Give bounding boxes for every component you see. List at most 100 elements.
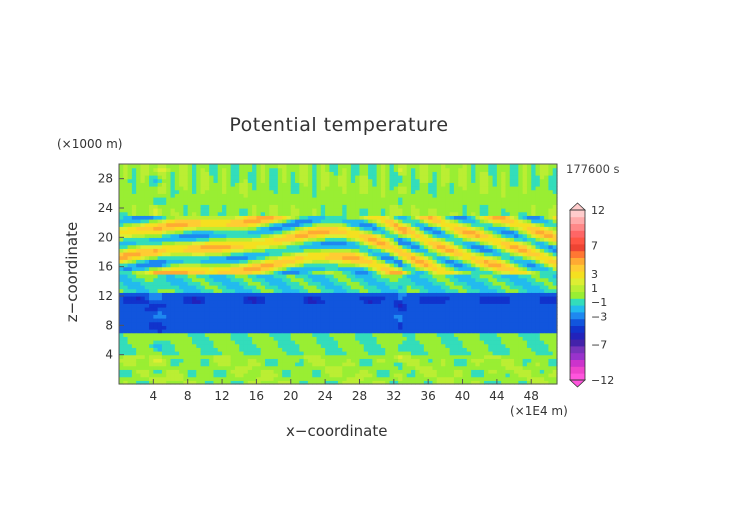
heatmap-cell (402, 233, 408, 238)
heatmap-cell (406, 369, 412, 374)
heatmap-cell (131, 354, 137, 359)
heatmap-cell (209, 285, 215, 290)
heatmap-cell (179, 167, 185, 172)
heatmap-cell (363, 204, 369, 209)
heatmap-cell (282, 318, 288, 323)
heatmap-cell (204, 277, 210, 282)
heatmap-cell (393, 197, 399, 202)
heatmap-cell (265, 175, 270, 180)
heatmap-cell (432, 219, 438, 224)
heatmap-cell (307, 299, 313, 304)
heatmap-cell (385, 215, 391, 220)
heatmap-cell (179, 362, 185, 367)
heatmap-cell (346, 303, 352, 308)
heatmap-cell (273, 376, 279, 381)
heatmap-cell (149, 200, 154, 205)
heatmap-cell (363, 266, 369, 271)
heatmap-cell (123, 336, 129, 341)
heatmap-cell (252, 171, 258, 176)
heatmap-cell (432, 189, 438, 194)
heatmap-cell (372, 318, 378, 323)
heatmap-cell (415, 211, 421, 216)
heatmap-cell (273, 182, 279, 187)
heatmap-cell (265, 208, 270, 213)
heatmap-cell (393, 314, 399, 319)
heatmap-cell (196, 259, 202, 264)
heatmap-cell (398, 189, 404, 194)
heatmap-cell (346, 259, 352, 264)
heatmap-cell (385, 376, 391, 381)
heatmap-cell (445, 380, 451, 385)
heatmap-cell (338, 204, 343, 209)
heatmap-cell (325, 219, 331, 224)
heatmap-cell (411, 167, 416, 172)
heatmap-cell (372, 164, 378, 169)
heatmap-cell (398, 244, 404, 249)
heatmap-cell (179, 197, 185, 202)
heatmap-cell (338, 189, 343, 194)
heatmap-cell (119, 259, 124, 264)
heatmap-cell (213, 354, 219, 359)
heatmap-cell (136, 336, 142, 341)
heatmap-cell (183, 171, 189, 176)
heatmap-cell (307, 274, 313, 279)
heatmap-cell (342, 255, 348, 260)
heatmap-cell (462, 358, 468, 363)
heatmap-cell (406, 310, 412, 315)
heatmap-cell (277, 329, 283, 334)
heatmap-cell (136, 215, 142, 220)
heatmap-cell (398, 296, 404, 301)
heatmap-cell (222, 365, 227, 370)
heatmap-cell (389, 321, 395, 326)
heatmap-cell (303, 204, 309, 209)
heatmap-cell (204, 230, 210, 235)
heatmap-cell (273, 281, 279, 286)
heatmap-cell (453, 292, 459, 297)
heatmap-cell (372, 167, 378, 172)
heatmap-cell (204, 318, 210, 323)
heatmap-cell (213, 303, 219, 308)
heatmap-cell (471, 292, 477, 297)
heatmap-cell (363, 288, 369, 293)
heatmap-cell (187, 164, 193, 169)
heatmap-cell (303, 296, 309, 301)
heatmap-cell (325, 296, 331, 301)
heatmap-cell (441, 222, 446, 227)
heatmap-cell (333, 237, 339, 242)
heatmap-cell (277, 197, 283, 202)
heatmap-cell (299, 252, 305, 257)
heatmap-cell (247, 362, 253, 367)
heatmap-cell (325, 186, 331, 191)
heatmap-cell (471, 252, 477, 257)
heatmap-cell (415, 222, 421, 227)
heatmap-cell (432, 193, 438, 198)
heatmap-cell (415, 182, 421, 187)
heatmap-cell (282, 373, 288, 378)
heatmap-cell (441, 351, 446, 356)
heatmap-cell (222, 274, 227, 279)
heatmap-cell (325, 285, 331, 290)
heatmap-cell (376, 208, 382, 213)
heatmap-cell (338, 215, 343, 220)
heatmap-cell (144, 303, 150, 308)
heatmap-cell (453, 167, 459, 172)
heatmap-cell (376, 354, 382, 359)
heatmap-cell (192, 197, 197, 202)
heatmap-cell (123, 178, 129, 183)
heatmap-cell (338, 362, 343, 367)
heatmap-cell (157, 226, 163, 231)
heatmap-cell (372, 281, 378, 286)
heatmap-cell (247, 226, 253, 231)
heatmap-cell (355, 244, 361, 249)
heatmap-cell (445, 332, 451, 337)
heatmap-cell (239, 266, 245, 271)
heatmap-cell (368, 252, 373, 257)
heatmap-cell (192, 266, 197, 271)
heatmap-cell (161, 178, 167, 183)
heatmap-cell (320, 307, 326, 312)
heatmap-cell (355, 219, 361, 224)
heatmap-cell (277, 233, 283, 238)
heatmap-cell (209, 248, 215, 253)
heatmap-cell (290, 321, 296, 326)
heatmap-cell (436, 307, 442, 312)
